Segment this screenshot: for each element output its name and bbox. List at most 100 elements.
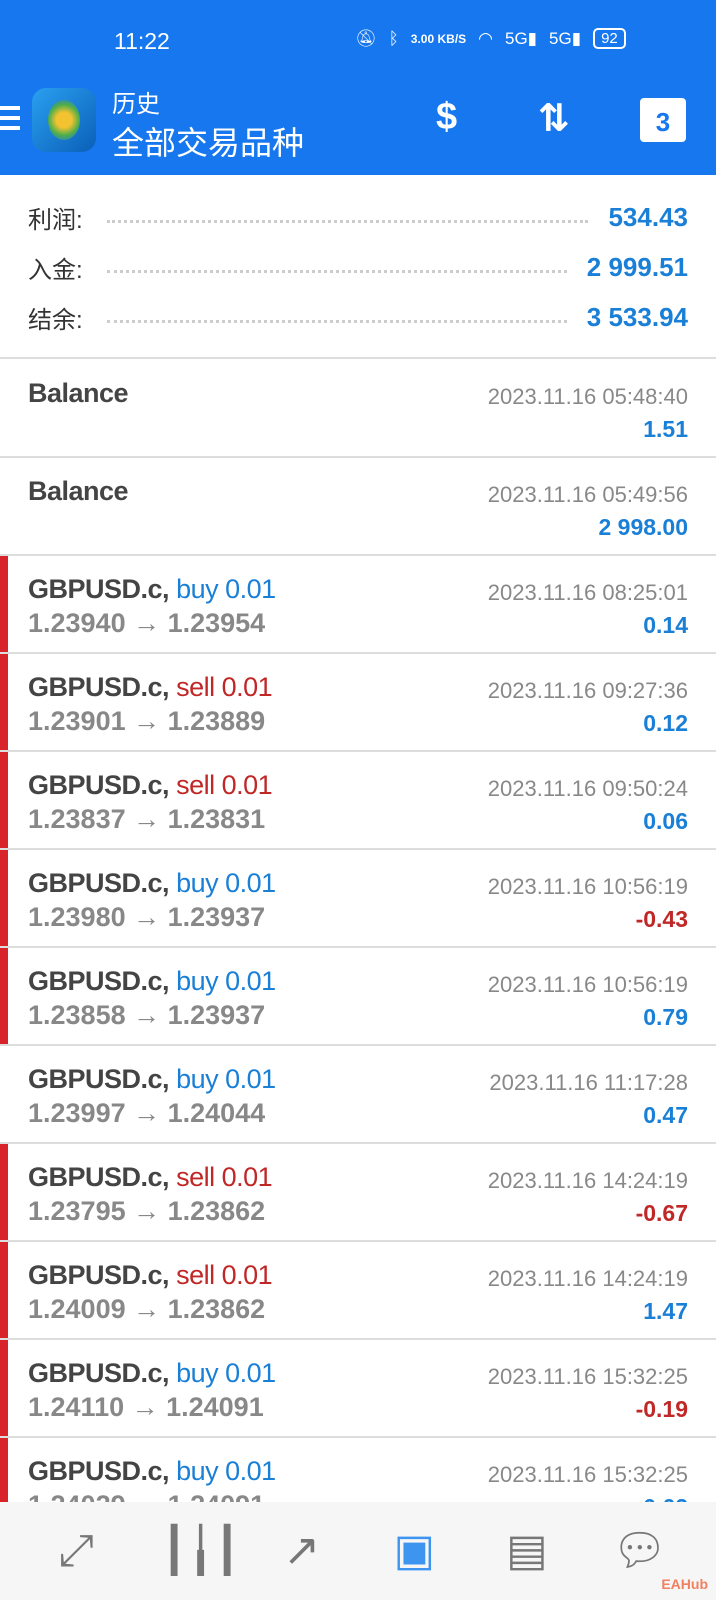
- trade-profit: 0.79: [643, 1004, 688, 1030]
- menu-button[interactable]: [0, 106, 20, 136]
- trade-prices: 1.23997 → 1.24044: [28, 1098, 266, 1128]
- symbol: GBPUSD.c,: [28, 770, 170, 800]
- trade-prices: 1.23795 → 1.23862: [28, 1196, 266, 1226]
- network-speed: 3.00 KB/S: [410, 31, 467, 46]
- trade-time: 2023.11.16 08:25:01: [487, 580, 688, 605]
- trade-symbol: GBPUSD.c, buy 0.01: [28, 574, 276, 605]
- signal-icon: 5G▮: [549, 28, 582, 48]
- trade-time: 2023.11.16 15:32:25: [487, 1364, 688, 1389]
- status-icons: 🔕︎ ᛒ 3.00 KB/S ◠ 5G▮ 5G▮ 92: [355, 28, 626, 49]
- symbol: GBPUSD.c,: [28, 1162, 170, 1192]
- trade-prices: 1.23901 → 1.23889: [28, 706, 266, 736]
- calendar-button[interactable]: 3: [640, 98, 686, 142]
- trade-side: buy 0.01: [176, 966, 276, 996]
- trade-symbol: GBPUSD.c, sell 0.01: [28, 1162, 273, 1193]
- trade-profit: 0.47: [643, 1102, 688, 1128]
- trade-row[interactable]: GBPUSD.c, buy 0.01 1.23940 → 1.23954 202…: [0, 556, 716, 654]
- summary-profit: 利润: 534.43: [28, 197, 688, 237]
- trade-symbol: GBPUSD.c, sell 0.01: [28, 1260, 273, 1291]
- status-time: 11:22: [114, 28, 170, 54]
- trade-symbol: GBPUSD.c, sell 0.01: [28, 770, 273, 801]
- trade-symbol: GBPUSD.c, buy 0.01: [28, 1064, 276, 1095]
- trade-side: buy 0.01: [176, 574, 276, 604]
- trade-time: 2023.11.16 09:27:36: [487, 678, 688, 703]
- trade-symbol: GBPUSD.c, buy 0.01: [28, 966, 276, 997]
- balance-row[interactable]: Balance 2023.11.16 05:48:40 1.51: [0, 360, 716, 458]
- trade-row[interactable]: GBPUSD.c, sell 0.01 1.23837 → 1.23831 20…: [0, 752, 716, 850]
- trade-profit: 0.14: [643, 612, 688, 638]
- trade-prices: 1.23837 → 1.23831: [28, 804, 266, 834]
- trade-prices: 1.23980 → 1.23937: [28, 902, 266, 932]
- trade-row[interactable]: GBPUSD.c, sell 0.01 1.23901 → 1.23889 20…: [0, 654, 716, 752]
- trade-row[interactable]: GBPUSD.c, sell 0.01 1.23795 → 1.23862 20…: [0, 1144, 716, 1242]
- bluetooth-icon: ᛒ: [388, 28, 399, 48]
- symbol: GBPUSD.c,: [28, 1064, 170, 1094]
- trade-prices: 1.24009 → 1.23862: [28, 1294, 266, 1324]
- trade-time: 2023.11.16 10:56:19: [487, 972, 688, 997]
- messages-icon[interactable]: 💬︎: [611, 1526, 668, 1575]
- summary-label: 利润:: [28, 206, 83, 234]
- history-icon[interactable]: ▣: [393, 1526, 436, 1575]
- trade-side: buy 0.01: [176, 1358, 276, 1388]
- trade-side: buy 0.01: [176, 1064, 276, 1094]
- symbol: GBPUSD.c,: [28, 1358, 170, 1388]
- row-label: Balance: [28, 378, 129, 408]
- trade-side: sell 0.01: [176, 1162, 273, 1192]
- trade-profit: 1.47: [643, 1298, 688, 1324]
- trade-time: 2023.11.16 14:24:19: [487, 1168, 688, 1193]
- trade-row[interactable]: GBPUSD.c, buy 0.01 1.23997 → 1.24044 202…: [0, 1046, 716, 1144]
- row-time: 2023.11.16 05:48:40: [487, 384, 688, 409]
- symbol: GBPUSD.c,: [28, 574, 170, 604]
- trade-prices: 1.24110 → 1.24091: [28, 1392, 264, 1422]
- balance-row[interactable]: Balance 2023.11.16 05:49:56 2 998.00: [0, 458, 716, 556]
- trade-time: 2023.11.16 10:56:19: [487, 874, 688, 899]
- trade-profit: 0.12: [643, 710, 688, 736]
- symbol: GBPUSD.c,: [28, 672, 170, 702]
- trade-prices: 1.23940 → 1.23954: [28, 608, 266, 638]
- page-title: 历史: [112, 91, 160, 118]
- sort-icon[interactable]: ⇅: [538, 98, 570, 140]
- trade-profit: 0.06: [643, 808, 688, 834]
- trade-time: 2023.11.16 09:50:24: [487, 776, 688, 801]
- symbol: GBPUSD.c,: [28, 966, 170, 996]
- trade-row[interactable]: GBPUSD.c, buy 0.01 1.23980 → 1.23937 202…: [0, 850, 716, 948]
- symbol: GBPUSD.c,: [28, 1456, 170, 1486]
- chart-icon[interactable]: ┃╽┃: [160, 1526, 241, 1575]
- summary-label: 入金:: [28, 256, 83, 284]
- trade-profit: -0.43: [635, 906, 688, 932]
- summary-label: 结余:: [28, 306, 83, 334]
- currency-exchange-icon[interactable]: $: [436, 96, 458, 138]
- symbol-filter[interactable]: 全部交易品种: [112, 125, 305, 161]
- trade-side: buy 0.01: [176, 868, 276, 898]
- trade-row[interactable]: GBPUSD.c, buy 0.01 1.24110 → 1.24091 202…: [0, 1340, 716, 1438]
- row-amount: 1.51: [643, 416, 688, 442]
- calendar-icon-day: 3: [655, 107, 671, 137]
- trade-side: sell 0.01: [176, 672, 273, 702]
- trade-row[interactable]: GBPUSD.c, sell 0.01 1.24009 → 1.23862 20…: [0, 1242, 716, 1340]
- wifi-icon: ◠: [478, 28, 493, 48]
- trade-prices: 1.23858 → 1.23937: [28, 1000, 266, 1030]
- trade-side: sell 0.01: [176, 1260, 273, 1290]
- trade-symbol: GBPUSD.c, buy 0.01: [28, 1456, 276, 1487]
- trade-row[interactable]: GBPUSD.c, buy 0.01 1.23858 → 1.23937 202…: [0, 948, 716, 1046]
- summary-value: 2 999.51: [586, 251, 688, 282]
- trade-time: 2023.11.16 14:24:19: [487, 1266, 688, 1291]
- trade-side: buy 0.01: [176, 1456, 276, 1486]
- news-icon[interactable]: ▤: [506, 1526, 548, 1575]
- row-time: 2023.11.16 05:49:56: [487, 482, 688, 507]
- trade-time: 2023.11.16 15:32:25: [487, 1462, 688, 1487]
- row-label: Balance: [28, 476, 129, 506]
- trade-symbol: GBPUSD.c, sell 0.01: [28, 672, 273, 703]
- battery-icon: 92: [593, 28, 626, 49]
- mute-icon: 🔕︎: [355, 28, 377, 48]
- trade-side: sell 0.01: [176, 770, 273, 800]
- bottom-nav: ⤢ ┃╽┃ ↗ ▣ ▤ 💬︎: [0, 1502, 716, 1600]
- quotes-icon[interactable]: ⤢: [58, 1526, 94, 1575]
- app-logo: [32, 88, 96, 152]
- row-amount: 2 998.00: [598, 514, 688, 540]
- watermark: EAHub: [661, 1576, 708, 1592]
- trade-symbol: GBPUSD.c, buy 0.01: [28, 868, 276, 899]
- trade-icon[interactable]: ↗: [283, 1526, 321, 1575]
- signal-icon: 5G▮: [505, 28, 538, 48]
- summary-value: 534.43: [608, 201, 688, 232]
